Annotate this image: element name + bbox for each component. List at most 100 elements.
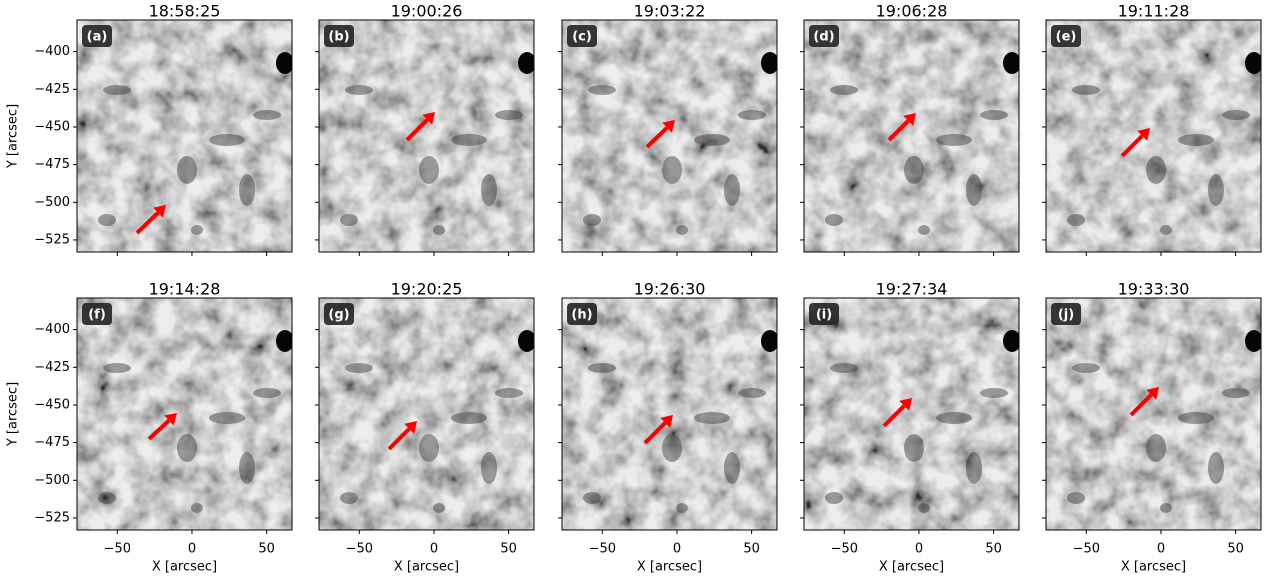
dark-feature bbox=[662, 156, 682, 184]
x-tick-label: −50 bbox=[1073, 542, 1100, 557]
dark-feature bbox=[209, 134, 245, 146]
arrow-shaft bbox=[887, 119, 910, 142]
panel-title: 18:58:25 bbox=[149, 2, 221, 21]
dark-feature bbox=[433, 225, 445, 235]
dark-feature bbox=[276, 52, 292, 74]
dark-feature bbox=[345, 363, 373, 373]
frame bbox=[1045, 297, 1262, 531]
dark-feature bbox=[825, 214, 843, 226]
arrow-head bbox=[422, 112, 435, 125]
image-texture bbox=[804, 298, 1019, 530]
dark-feature bbox=[588, 363, 616, 373]
dark-feature bbox=[1160, 225, 1172, 235]
arrow-shaft bbox=[645, 126, 669, 149]
panel-label: (b) bbox=[328, 30, 349, 45]
x-tick-label: −50 bbox=[104, 542, 131, 557]
y-tick-label: −475 bbox=[34, 435, 70, 450]
solar-image bbox=[804, 298, 1019, 530]
arrow-head bbox=[662, 120, 675, 133]
panel: 19:20:25 (g) −50 0 50 X [arcsec] bbox=[315, 280, 535, 575]
dark-feature bbox=[177, 434, 197, 462]
dark-feature bbox=[1067, 492, 1085, 504]
dark-feature bbox=[1222, 388, 1250, 398]
dark-feature bbox=[904, 434, 924, 462]
dark-feature bbox=[481, 452, 497, 484]
panel-label-box bbox=[1051, 303, 1081, 325]
dark-feature bbox=[738, 388, 766, 398]
image-texture bbox=[562, 298, 777, 530]
panel-label: (c) bbox=[572, 30, 592, 45]
arrow-shaft bbox=[135, 211, 160, 235]
panel-label: (d) bbox=[813, 30, 834, 45]
y-tick-label: −500 bbox=[34, 473, 70, 488]
x-tick-label: 0 bbox=[188, 542, 196, 557]
y-tick-label: −475 bbox=[34, 157, 70, 172]
y-axis-label: Y [arcsec] bbox=[6, 382, 21, 447]
panel-label: (i) bbox=[816, 308, 832, 323]
arrow-shaft bbox=[405, 118, 429, 142]
dark-feature bbox=[1178, 134, 1214, 146]
x-tick-label: −50 bbox=[589, 542, 616, 557]
panel-label-box bbox=[324, 25, 354, 47]
frame bbox=[318, 297, 535, 531]
dark-feature bbox=[103, 85, 131, 95]
dark-feature bbox=[694, 134, 730, 146]
image-texture bbox=[319, 20, 534, 252]
dark-feature bbox=[1208, 452, 1224, 484]
panel-label-box bbox=[324, 303, 354, 325]
dark-feature bbox=[830, 363, 858, 373]
y-axis-label: Y [arcsec] bbox=[6, 104, 21, 169]
image-texture bbox=[804, 20, 1019, 252]
dark-feature bbox=[936, 134, 972, 146]
dark-feature bbox=[825, 492, 843, 504]
dark-feature bbox=[253, 388, 281, 398]
solar-image bbox=[804, 20, 1019, 252]
dark-feature bbox=[451, 134, 487, 146]
panel-label: (e) bbox=[1056, 30, 1077, 45]
frame bbox=[803, 297, 1020, 531]
solar-image bbox=[319, 20, 534, 252]
y-tick-label: −450 bbox=[34, 119, 70, 134]
x-axis-label: X [arcsec] bbox=[1121, 560, 1186, 575]
dark-feature bbox=[588, 85, 616, 95]
dark-feature bbox=[1222, 110, 1250, 120]
dark-feature bbox=[966, 452, 982, 484]
dark-feature bbox=[676, 225, 688, 235]
arrow-shaft bbox=[1129, 393, 1153, 417]
image-texture bbox=[319, 298, 534, 530]
dark-feature bbox=[1146, 156, 1166, 184]
x-axis-label: X [arcsec] bbox=[637, 560, 702, 575]
dark-feature bbox=[518, 52, 534, 74]
arrow-head bbox=[660, 415, 673, 428]
arrow-head bbox=[1146, 387, 1159, 400]
dark-feature bbox=[583, 214, 601, 226]
solar-image bbox=[77, 298, 292, 530]
dark-feature bbox=[1072, 363, 1100, 373]
y-tick-label: −450 bbox=[34, 397, 70, 412]
dark-feature bbox=[918, 503, 930, 513]
x-tick-label: 0 bbox=[1157, 542, 1165, 557]
panel: 19:33:30 (j) −50 0 50 X [arcsec] bbox=[1042, 280, 1262, 575]
dark-feature bbox=[239, 452, 255, 484]
dark-feature bbox=[191, 225, 203, 235]
dark-feature bbox=[191, 503, 203, 513]
dark-feature bbox=[495, 110, 523, 120]
y-tick-label: −425 bbox=[34, 82, 70, 97]
dark-feature bbox=[1003, 330, 1019, 352]
dark-feature bbox=[340, 492, 358, 504]
panel-label-box bbox=[809, 25, 839, 47]
arrow-shaft bbox=[147, 419, 171, 441]
dark-feature bbox=[98, 214, 116, 226]
panel-title: 19:33:30 bbox=[1118, 280, 1190, 299]
dark-feature bbox=[1245, 330, 1261, 352]
panel: 19:06:28 (d) bbox=[800, 2, 1020, 256]
panel-label: (f) bbox=[88, 308, 106, 323]
frame bbox=[1045, 19, 1262, 253]
dark-feature bbox=[583, 492, 601, 504]
x-tick-label: 50 bbox=[743, 542, 760, 557]
panel: 19:03:22 (c) bbox=[558, 2, 778, 256]
dark-feature bbox=[1067, 214, 1085, 226]
dark-feature bbox=[1146, 434, 1166, 462]
panel: 18:58:25 (a) −400 −425 −450 −475 −500 −525 Y [ar… bbox=[6, 2, 293, 256]
panel-label-box bbox=[567, 303, 597, 325]
